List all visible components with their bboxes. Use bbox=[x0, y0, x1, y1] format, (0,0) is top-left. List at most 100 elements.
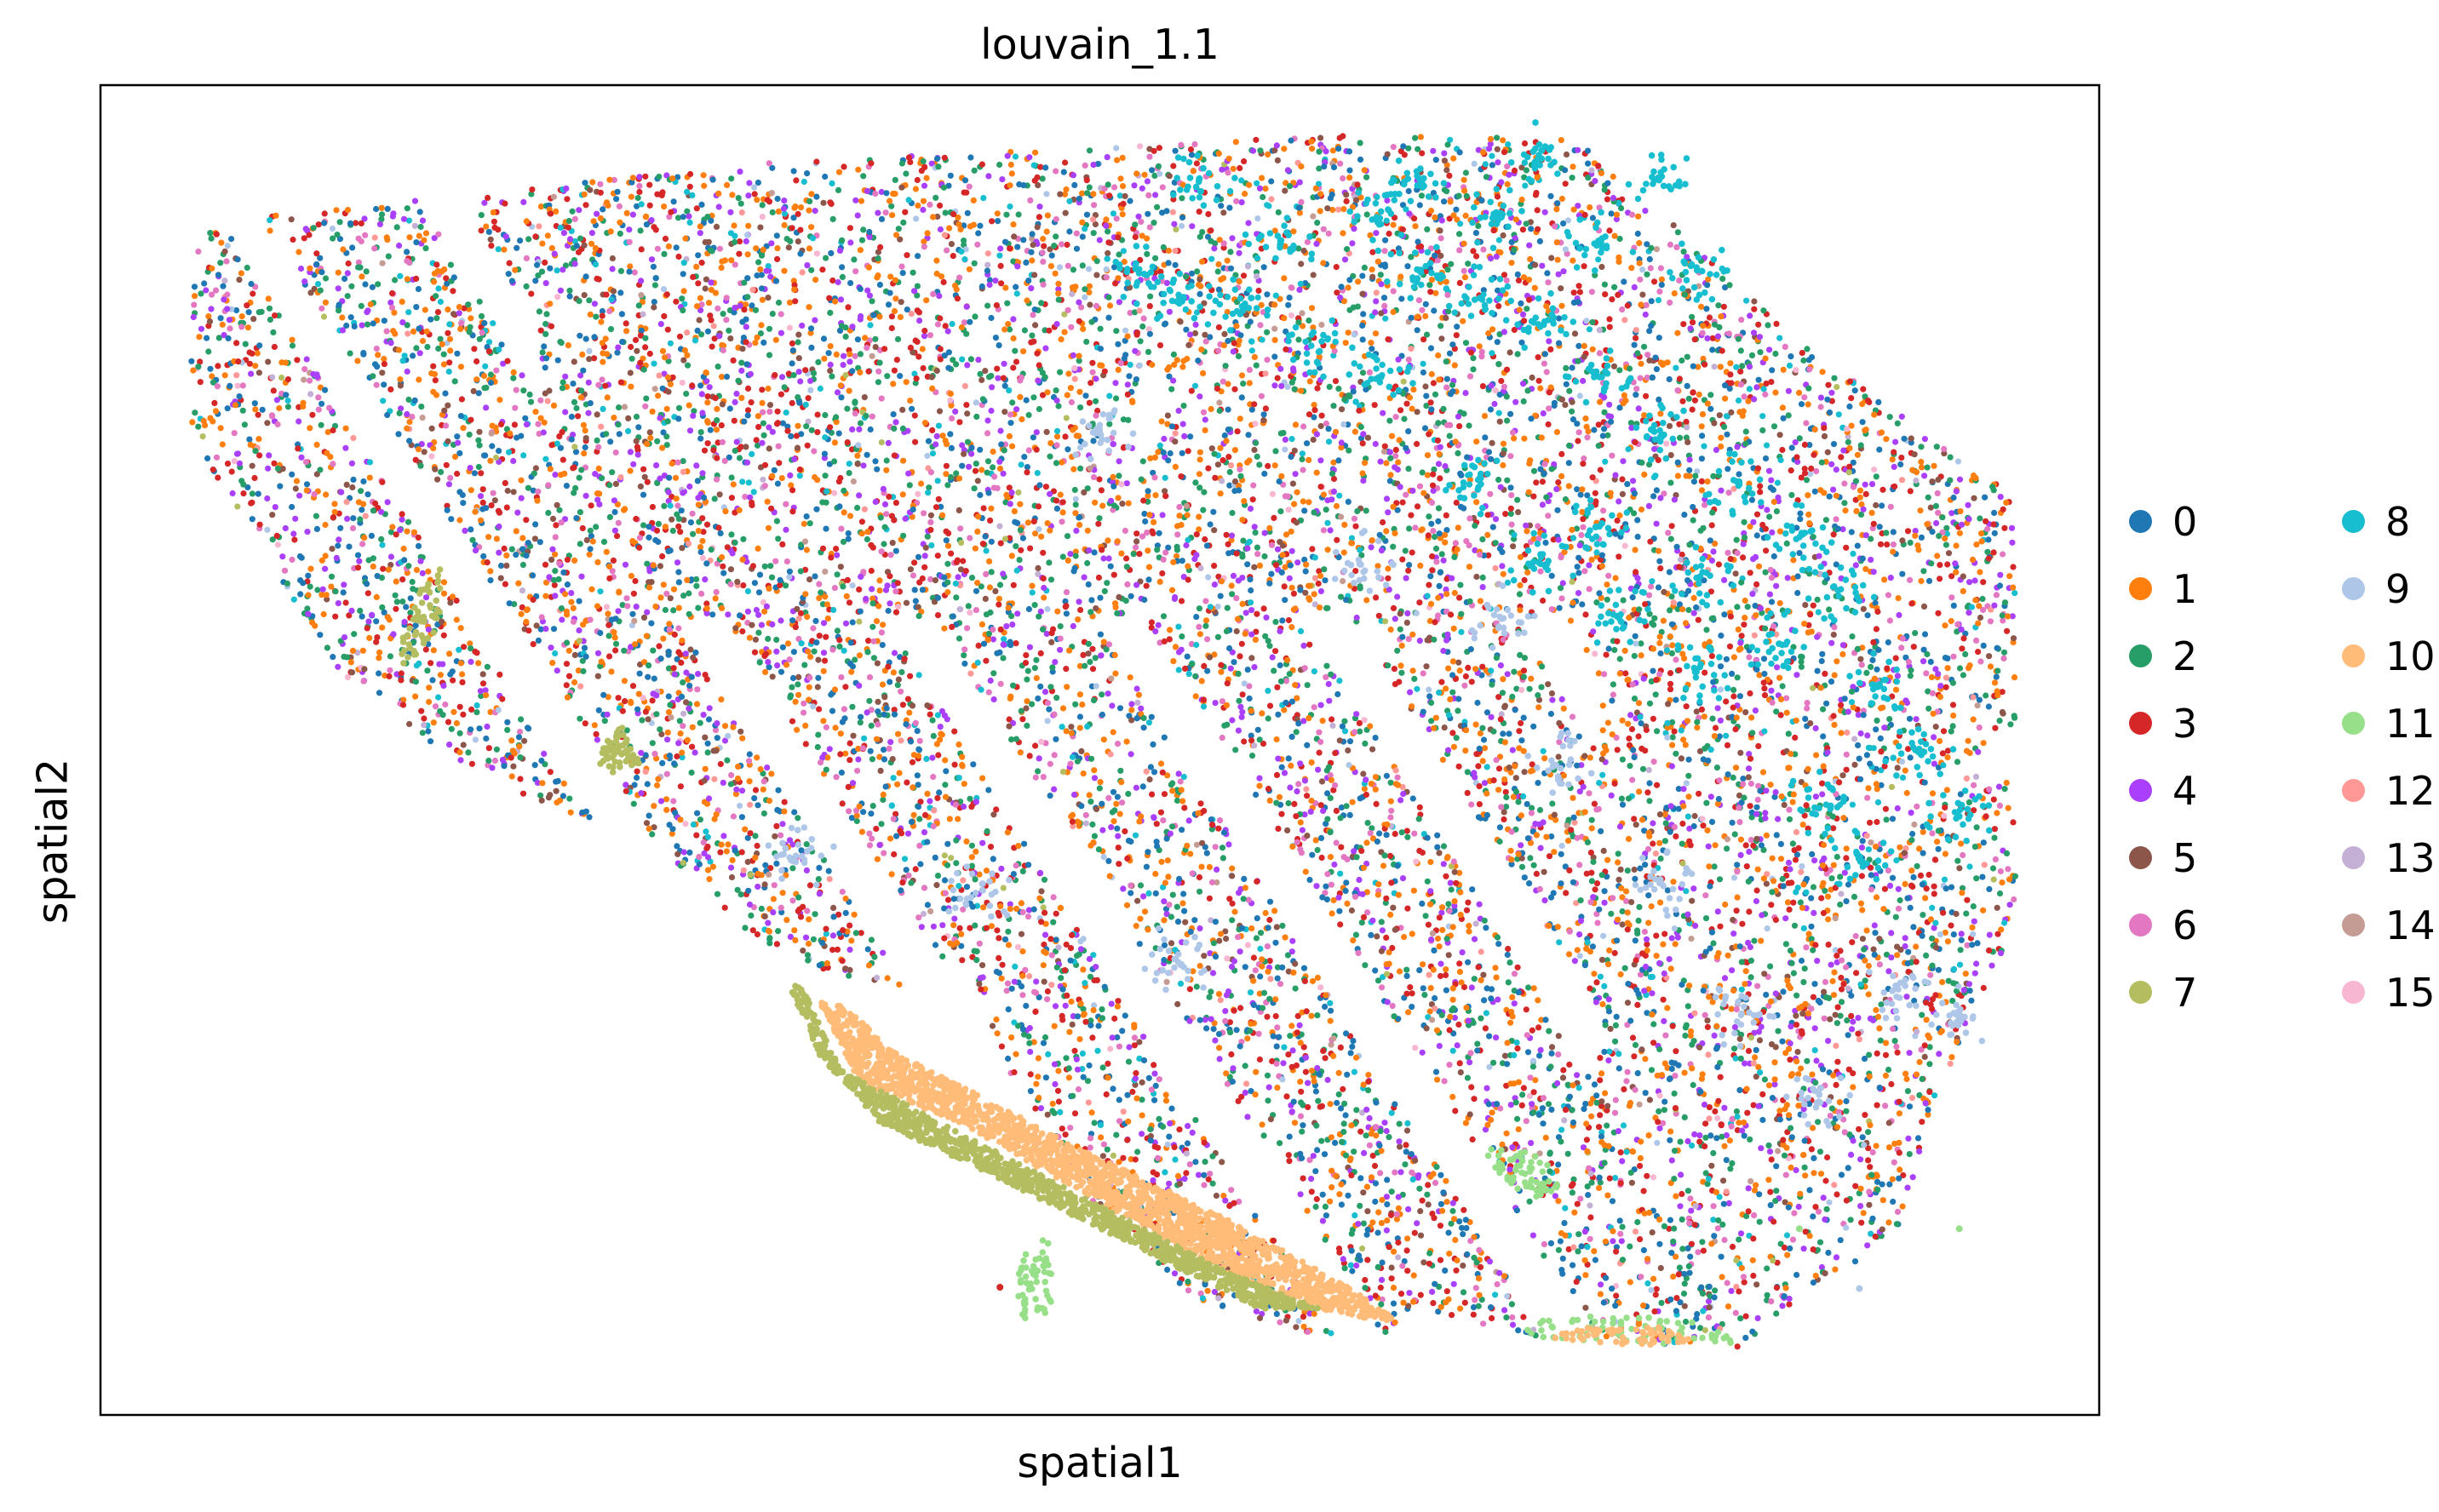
point-cluster-5 bbox=[1582, 1305, 1588, 1311]
point-cluster-1 bbox=[1369, 1219, 1375, 1225]
point-cluster-3 bbox=[1360, 440, 1366, 446]
point-cluster-6 bbox=[1461, 268, 1467, 274]
point-cluster-0 bbox=[1168, 1106, 1174, 1112]
point-cluster-4 bbox=[755, 884, 760, 890]
point-cluster-1 bbox=[624, 210, 630, 216]
point-cluster-0 bbox=[949, 445, 955, 451]
point-cluster-1 bbox=[1142, 908, 1148, 914]
point-cluster-1 bbox=[1656, 840, 1662, 846]
point-cluster-4 bbox=[1787, 866, 1793, 872]
point-cluster-4 bbox=[1275, 756, 1281, 762]
point-cluster-0 bbox=[898, 887, 904, 893]
point-cluster-3 bbox=[1275, 826, 1281, 832]
point-cluster-1 bbox=[925, 230, 931, 236]
point-cluster-0 bbox=[1443, 988, 1449, 994]
point-cluster-6 bbox=[1082, 163, 1088, 169]
point-cluster-5 bbox=[1168, 940, 1174, 946]
point-cluster-3 bbox=[628, 344, 634, 350]
point-cluster-4 bbox=[562, 374, 568, 380]
point-cluster-6 bbox=[1446, 1062, 1452, 1068]
point-cluster-5 bbox=[1001, 409, 1007, 415]
point-cluster-3 bbox=[1023, 652, 1029, 658]
point-cluster-1 bbox=[1657, 900, 1663, 906]
point-cluster-0 bbox=[1979, 874, 1985, 880]
point-cluster-2 bbox=[1737, 1315, 1743, 1321]
point-cluster-12 bbox=[1086, 1099, 1092, 1105]
point-cluster-3 bbox=[717, 850, 723, 856]
point-cluster-4 bbox=[1501, 329, 1507, 335]
point-cluster-6 bbox=[1453, 540, 1459, 546]
point-cluster-14 bbox=[822, 569, 828, 575]
point-cluster-1 bbox=[1054, 609, 1060, 615]
point-cluster-3 bbox=[1241, 158, 1247, 164]
point-cluster-3 bbox=[1323, 1055, 1329, 1061]
point-cluster-3 bbox=[1524, 1006, 1529, 1012]
point-cluster-4 bbox=[1181, 1176, 1187, 1182]
point-cluster-5 bbox=[1165, 413, 1171, 419]
point-cluster-3 bbox=[774, 941, 780, 947]
point-cluster-3 bbox=[582, 202, 588, 208]
point-cluster-4 bbox=[336, 536, 341, 542]
point-cluster-1 bbox=[1636, 788, 1642, 794]
point-cluster-0 bbox=[255, 491, 261, 497]
point-cluster-4 bbox=[1160, 512, 1166, 518]
point-cluster-6 bbox=[1509, 522, 1515, 528]
point-cluster-4 bbox=[1300, 828, 1306, 833]
point-cluster-5 bbox=[1119, 501, 1125, 507]
point-cluster-6 bbox=[227, 325, 232, 331]
point-cluster-3 bbox=[1563, 890, 1569, 896]
point-cluster-6 bbox=[1729, 1116, 1735, 1122]
point-cluster-0 bbox=[1468, 646, 1474, 652]
point-cluster-9 bbox=[1044, 606, 1050, 612]
point-cluster-3 bbox=[1462, 1300, 1468, 1306]
point-cluster-0 bbox=[1652, 355, 1658, 361]
point-cluster-5 bbox=[1549, 1044, 1555, 1050]
point-cluster-12 bbox=[967, 671, 973, 677]
point-cluster-4 bbox=[1650, 820, 1656, 826]
point-cluster-5 bbox=[1093, 605, 1099, 611]
point-cluster-3 bbox=[1502, 511, 1508, 517]
point-cluster-3 bbox=[1529, 1028, 1535, 1034]
point-cluster-1 bbox=[889, 871, 895, 877]
point-cluster-7 bbox=[321, 313, 327, 319]
point-cluster-0 bbox=[1024, 464, 1030, 470]
point-cluster-2 bbox=[1517, 591, 1523, 597]
point-cluster-2 bbox=[1336, 1091, 1342, 1097]
point-cluster-4 bbox=[420, 218, 426, 224]
point-cluster-4 bbox=[759, 622, 765, 628]
point-cluster-2 bbox=[1707, 392, 1713, 398]
point-cluster-4 bbox=[1904, 1185, 1910, 1191]
point-cluster-3 bbox=[1388, 1212, 1394, 1218]
point-cluster-0 bbox=[925, 902, 931, 908]
point-cluster-8 bbox=[1351, 1212, 1357, 1218]
point-cluster-1 bbox=[1262, 186, 1268, 192]
point-cluster-2 bbox=[1738, 347, 1744, 353]
point-cluster-3 bbox=[1041, 576, 1047, 581]
point-cluster-2 bbox=[1810, 948, 1816, 954]
point-cluster-6 bbox=[223, 258, 229, 264]
point-cluster-15 bbox=[1622, 543, 1628, 549]
point-cluster-0 bbox=[1043, 1074, 1049, 1080]
point-cluster-1 bbox=[1904, 790, 1910, 796]
point-cluster-0 bbox=[416, 543, 422, 549]
point-cluster-4 bbox=[227, 317, 232, 323]
point-cluster-0 bbox=[1014, 244, 1020, 250]
point-cluster-6 bbox=[883, 511, 889, 517]
point-cluster-1 bbox=[1913, 943, 1919, 949]
point-cluster-2 bbox=[1671, 1226, 1677, 1232]
point-cluster-1 bbox=[1758, 938, 1764, 944]
point-cluster-3 bbox=[1231, 387, 1237, 392]
point-cluster-2 bbox=[1277, 508, 1283, 514]
point-cluster-4 bbox=[1266, 1085, 1272, 1091]
point-cluster-5 bbox=[594, 411, 600, 417]
point-cluster-0 bbox=[1301, 507, 1307, 513]
point-cluster-1 bbox=[780, 890, 786, 896]
point-cluster-1 bbox=[806, 696, 812, 702]
point-cluster-8 bbox=[1011, 1019, 1017, 1025]
point-cluster-2 bbox=[1240, 381, 1246, 387]
point-cluster-5 bbox=[638, 484, 644, 490]
point-cluster-5 bbox=[1284, 828, 1290, 833]
point-cluster-0 bbox=[1570, 364, 1575, 370]
point-cluster-3 bbox=[988, 844, 994, 850]
point-cluster-0 bbox=[1908, 905, 1914, 911]
